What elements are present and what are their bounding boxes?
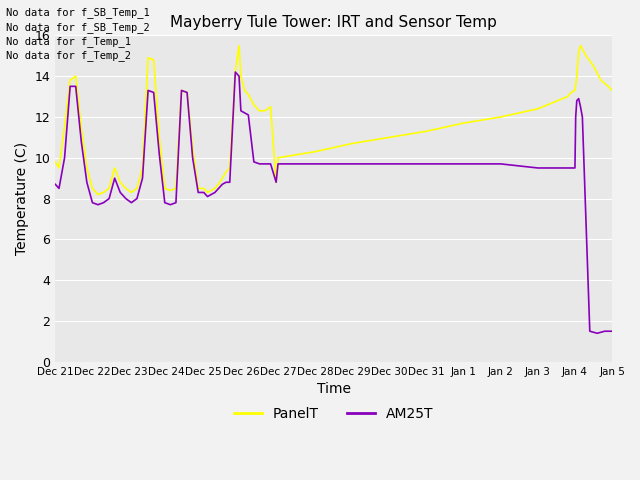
X-axis label: Time: Time: [317, 382, 351, 396]
Legend: PanelT, AM25T: PanelT, AM25T: [228, 402, 439, 427]
Text: No data for f_SB_Temp_1: No data for f_SB_Temp_1: [6, 7, 150, 18]
Title: Mayberry Tule Tower: IRT and Sensor Temp: Mayberry Tule Tower: IRT and Sensor Temp: [170, 15, 497, 30]
Text: No data for f_Temp_1: No data for f_Temp_1: [6, 36, 131, 47]
Y-axis label: Temperature (C): Temperature (C): [15, 142, 29, 255]
Text: No data for f_SB_Temp_2: No data for f_SB_Temp_2: [6, 22, 150, 33]
Text: No data for f_Temp_2: No data for f_Temp_2: [6, 50, 131, 61]
